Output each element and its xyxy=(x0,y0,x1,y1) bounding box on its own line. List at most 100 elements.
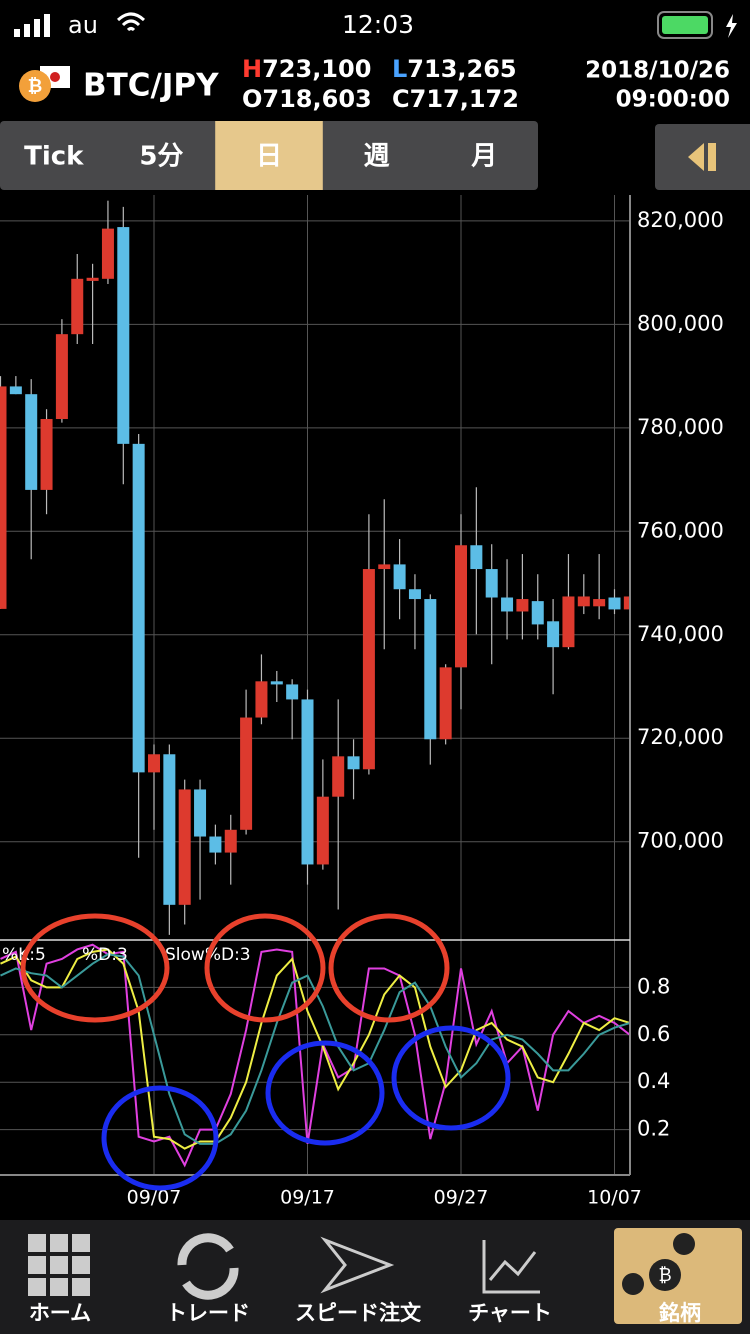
candle-body xyxy=(577,596,590,607)
ohlc-letter: H xyxy=(242,55,262,83)
nav-item[interactable]: 銘柄 xyxy=(659,1301,701,1325)
candle-body xyxy=(455,545,467,668)
battery xyxy=(657,11,737,39)
y-tick-label: 760,000 xyxy=(637,518,724,542)
nav-chart-icon xyxy=(482,1240,540,1294)
candle-body xyxy=(608,597,621,610)
stoch-line xyxy=(0,943,630,1168)
candle-body xyxy=(55,334,68,420)
y-tick-label: 0.2 xyxy=(637,1117,670,1141)
ohlc-item: C717,172 xyxy=(392,85,519,113)
candle-body xyxy=(286,684,299,700)
ohlc-item: H723,100 xyxy=(242,55,371,83)
ohlc-letter: L xyxy=(392,55,407,83)
ohlc-letter: C xyxy=(392,85,410,113)
candle-body xyxy=(562,596,575,648)
nav-trade-icon xyxy=(177,1233,239,1300)
tab[interactable]: 月 xyxy=(470,142,497,172)
candle-body xyxy=(424,599,437,740)
y-tick-label: 720,000 xyxy=(637,725,724,749)
candle-body xyxy=(240,717,253,830)
candle-body xyxy=(501,597,514,612)
candle-body xyxy=(40,419,53,490)
ohlc: H723,100 L713,265 O718,603 C717,172 xyxy=(242,55,519,113)
clock: 12:03 xyxy=(342,10,414,39)
candle-body xyxy=(439,667,452,740)
y-tick-label: 0.8 xyxy=(637,974,670,998)
tab[interactable]: 週 xyxy=(364,142,390,172)
carrier: au xyxy=(68,11,98,39)
nav-speed-icon xyxy=(320,1236,395,1294)
annotations xyxy=(20,913,511,1191)
candle-body xyxy=(378,564,391,570)
candle-body xyxy=(470,545,483,570)
tabs: Tick 5分 日 週 月 xyxy=(24,121,497,190)
candle-body xyxy=(194,789,207,837)
symbol: BTC/JPY xyxy=(83,68,219,104)
nav-item[interactable]: スピード注文 xyxy=(295,1301,422,1325)
coin-icon: ₿ xyxy=(19,66,70,102)
y-tick-label: 0.4 xyxy=(637,1069,670,1093)
time: 09:00:00 xyxy=(616,87,730,113)
y-tick-label: 740,000 xyxy=(637,622,724,646)
y-tick-label: 780,000 xyxy=(637,415,724,439)
candle-body xyxy=(101,228,114,279)
x-tick-label: 09/07 xyxy=(127,1187,182,1209)
candle-body xyxy=(485,569,498,598)
nav: ホーム トレード スピード注文 チャート 銘柄 xyxy=(29,1301,701,1325)
stoch-line xyxy=(0,948,630,1150)
candle-body xyxy=(117,227,130,444)
ohlc-item: O718,603 xyxy=(242,85,372,113)
tab[interactable]: 日 xyxy=(256,142,282,172)
nav-item[interactable]: トレード xyxy=(166,1301,250,1325)
y-tick-label: 800,000 xyxy=(637,311,724,335)
date: 2018/10/26 xyxy=(585,58,730,84)
candle-body xyxy=(178,789,191,905)
candle-body xyxy=(623,596,630,610)
candle-body xyxy=(86,277,99,281)
candle-body xyxy=(301,699,314,865)
legend-label: %D:3 xyxy=(82,945,128,965)
candle-body xyxy=(347,756,360,770)
candle-body xyxy=(531,601,544,625)
candle-body xyxy=(9,386,22,395)
candle-body xyxy=(593,599,606,607)
tab-active xyxy=(215,121,323,190)
x-tick-label: 09/27 xyxy=(434,1187,489,1209)
candle-body xyxy=(362,569,375,770)
candle-body xyxy=(163,754,176,905)
ohlc-letter: O xyxy=(242,85,262,113)
candle-body xyxy=(71,278,84,335)
candle-body xyxy=(547,621,560,648)
candle-body xyxy=(393,564,406,590)
candle-body xyxy=(255,681,268,718)
candle-body xyxy=(270,681,283,685)
nav-home-icon xyxy=(28,1234,90,1296)
y-tick-label: 0.6 xyxy=(637,1022,670,1046)
candle-body xyxy=(332,756,345,797)
ohlc-value: 723,100 xyxy=(262,55,371,83)
candle-body xyxy=(209,836,222,853)
candle-body xyxy=(148,754,160,773)
candle-body xyxy=(132,443,145,773)
ohlc-value: 713,265 xyxy=(407,55,516,83)
nav-item[interactable]: チャート xyxy=(468,1301,552,1325)
signal xyxy=(14,14,50,37)
tab[interactable]: 5分 xyxy=(139,142,183,172)
ohlc-value: 718,603 xyxy=(262,85,371,113)
nav-item[interactable]: ホーム xyxy=(29,1301,91,1325)
chart xyxy=(0,195,630,1175)
svg-text:₿: ₿ xyxy=(28,76,43,97)
svg-text:₿: ₿ xyxy=(658,1265,671,1286)
x-tick-label: 10/07 xyxy=(587,1187,642,1209)
y-tick-label: 700,000 xyxy=(637,829,724,853)
ohlc-item: L713,265 xyxy=(392,55,517,83)
collapse-icon xyxy=(688,143,716,171)
tab[interactable]: Tick xyxy=(24,142,84,172)
candle-body xyxy=(25,394,38,490)
wifi-icon xyxy=(116,12,146,32)
candle-body xyxy=(0,386,7,609)
